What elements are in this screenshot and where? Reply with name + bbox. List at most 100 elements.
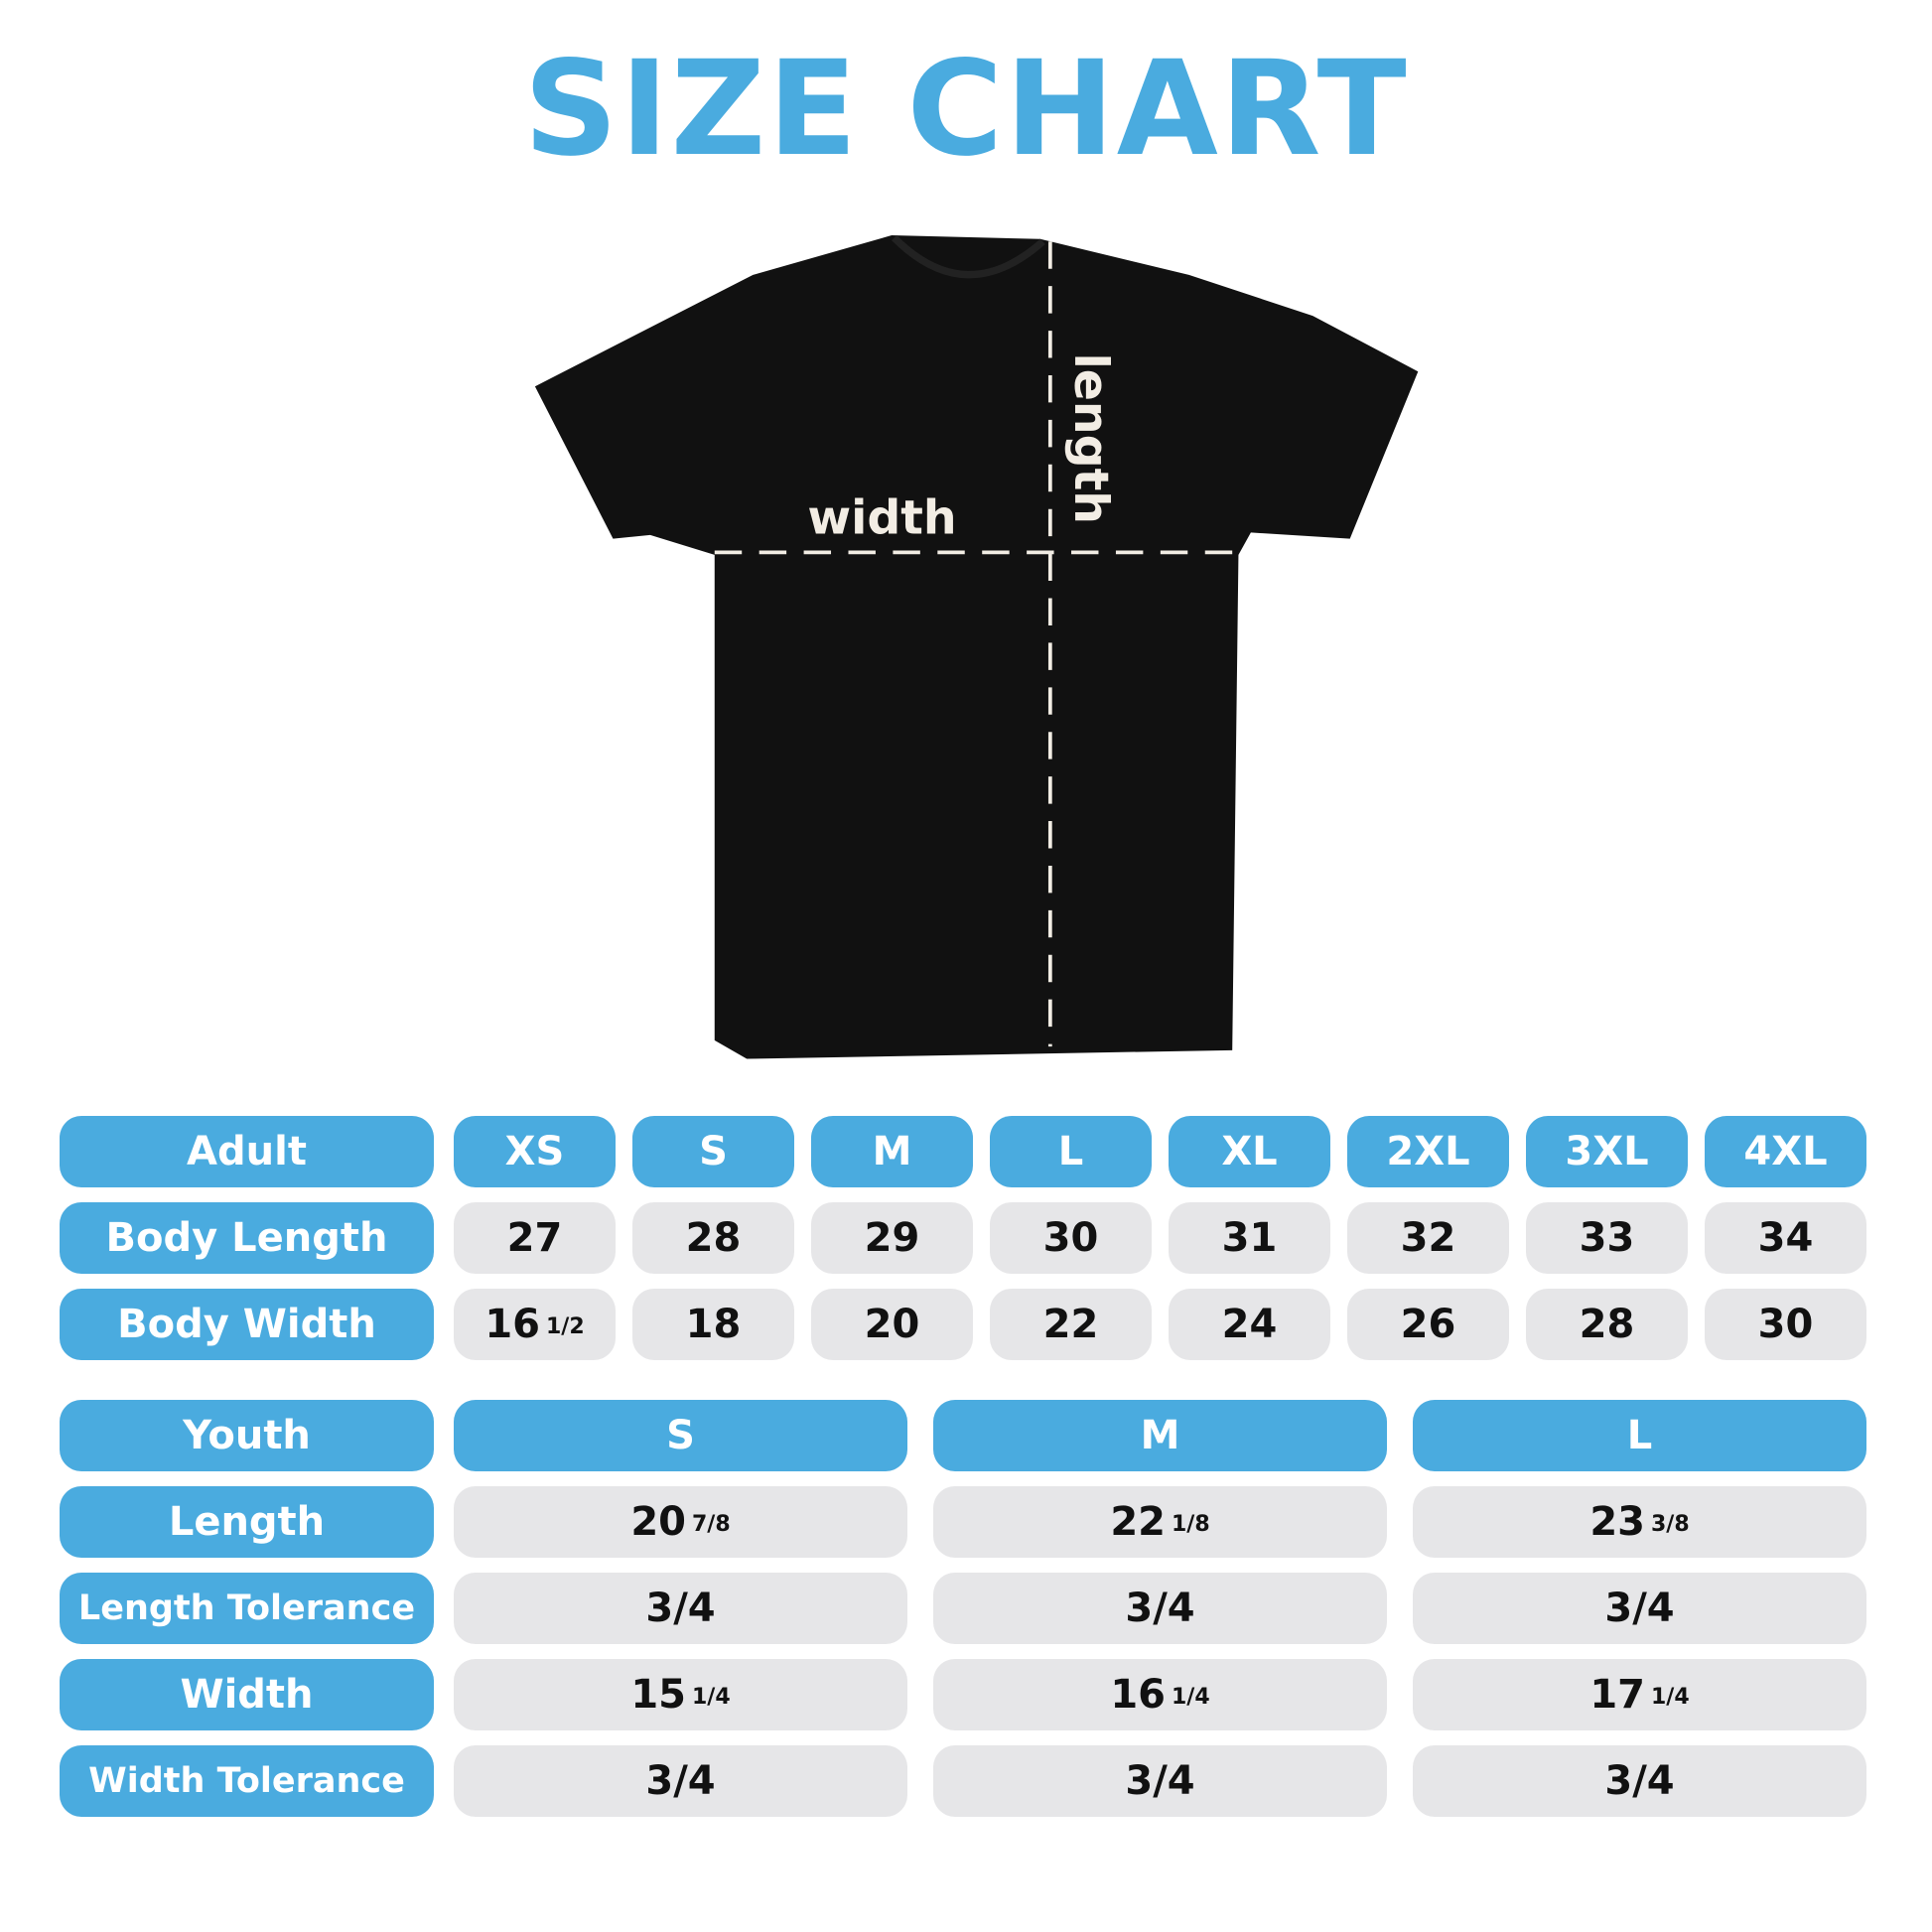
adult-value: 27 — [454, 1202, 616, 1274]
youth-value-fraction: 1/4 — [692, 1684, 731, 1710]
adult-value-fraction: 1/2 — [546, 1313, 585, 1339]
row-label: Length Tolerance — [60, 1573, 434, 1644]
adult-size-xs-text: XS — [504, 1129, 565, 1174]
youth-size-s: S — [454, 1400, 907, 1471]
adult-size-xl: XL — [1169, 1116, 1330, 1187]
row-label-text: Width — [180, 1672, 314, 1718]
row-label-text: Length — [168, 1499, 326, 1545]
adult-value: 16 1/2 — [454, 1289, 616, 1360]
adult-value-text: 26 — [1400, 1302, 1456, 1347]
adult-size-xl-text: XL — [1221, 1129, 1278, 1174]
adult-value-text: 24 — [1221, 1302, 1278, 1347]
adult-header: Adult — [60, 1116, 434, 1187]
youth-value-text: 23 — [1589, 1499, 1645, 1545]
adult-value-text: 33 — [1579, 1215, 1635, 1261]
youth-value-text: 3/4 — [1604, 1758, 1675, 1804]
youth-value-fraction: 3/8 — [1651, 1511, 1690, 1537]
youth-value-fraction: 7/8 — [692, 1511, 731, 1537]
adult-value: 29 — [811, 1202, 973, 1274]
youth-value: 3/4 — [933, 1745, 1387, 1817]
adult-value-text: 27 — [506, 1215, 563, 1261]
tshirt-collar — [892, 234, 1045, 279]
youth-header: Youth — [60, 1400, 434, 1471]
adult-size-l-text: L — [1057, 1129, 1084, 1174]
adult-value: 22 — [990, 1289, 1152, 1360]
adult-value: 30 — [990, 1202, 1152, 1274]
adult-value-text: 16 — [484, 1302, 540, 1347]
adult-value-text: 31 — [1221, 1215, 1278, 1261]
youth-value-fraction: 1/8 — [1172, 1511, 1210, 1537]
youth-size-l-text: L — [1626, 1413, 1653, 1458]
adult-size-4xl: 4XL — [1705, 1116, 1866, 1187]
youth-value-text: 16 — [1110, 1672, 1166, 1718]
youth-value-text: 3/4 — [1125, 1758, 1195, 1804]
youth-value: 23 3/8 — [1413, 1486, 1866, 1558]
row-label: Body Length — [60, 1202, 434, 1274]
row-label: Length — [60, 1486, 434, 1558]
youth-value-text: 15 — [630, 1672, 686, 1718]
adult-size-m: M — [811, 1116, 973, 1187]
youth-value-text: 17 — [1589, 1672, 1645, 1718]
youth-value-text: 3/4 — [645, 1586, 716, 1631]
adult-size-s-text: S — [699, 1129, 728, 1174]
youth-value-text: 3/4 — [645, 1758, 716, 1804]
adult-size-m-text: M — [872, 1129, 912, 1174]
adult-value-text: 30 — [1757, 1302, 1814, 1347]
adult-value: 26 — [1347, 1289, 1509, 1360]
youth-value: 3/4 — [454, 1745, 907, 1817]
adult-value-text: 18 — [685, 1302, 742, 1347]
adult-value-text: 29 — [864, 1215, 920, 1261]
tshirt-shape — [534, 235, 1419, 1059]
adult-header-text: Adult — [187, 1129, 307, 1174]
adult-value-text: 30 — [1042, 1215, 1099, 1261]
width-label: width — [807, 491, 956, 546]
youth-header-text: Youth — [183, 1413, 311, 1458]
adult-value: 33 — [1526, 1202, 1688, 1274]
youth-value: 17 1/4 — [1413, 1659, 1866, 1730]
adult-size-l: L — [990, 1116, 1152, 1187]
youth-value: 16 1/4 — [933, 1659, 1387, 1730]
adult-value: 20 — [811, 1289, 973, 1360]
adult-size-3xl: 3XL — [1526, 1116, 1688, 1187]
adult-size-xs: XS — [454, 1116, 616, 1187]
adult-value-text: 28 — [1579, 1302, 1635, 1347]
adult-value: 28 — [1526, 1289, 1688, 1360]
adult-size-s: S — [632, 1116, 794, 1187]
youth-size-l: L — [1413, 1400, 1866, 1471]
youth-value-text: 3/4 — [1604, 1586, 1675, 1631]
adult-value: 30 — [1705, 1289, 1866, 1360]
youth-value: 20 7/8 — [454, 1486, 907, 1558]
adult-value: 34 — [1705, 1202, 1866, 1274]
youth-value-text: 3/4 — [1125, 1586, 1195, 1631]
youth-value: 3/4 — [1413, 1745, 1866, 1817]
youth-value-fraction: 1/4 — [1651, 1684, 1690, 1710]
row-label: Width Tolerance — [60, 1745, 434, 1817]
page-title: SIZE CHART — [523, 33, 1409, 186]
adult-value-text: 22 — [1042, 1302, 1099, 1347]
youth-value: 15 1/4 — [454, 1659, 907, 1730]
row-label: Body Width — [60, 1289, 434, 1360]
adult-value: 28 — [632, 1202, 794, 1274]
adult-value: 31 — [1169, 1202, 1330, 1274]
youth-value: 3/4 — [454, 1573, 907, 1644]
youth-value-text: 20 — [630, 1499, 686, 1545]
adult-value: 32 — [1347, 1202, 1509, 1274]
youth-value-text: 22 — [1110, 1499, 1166, 1545]
adult-size-4xl-text: 4XL — [1743, 1129, 1828, 1174]
row-label-text: Width Tolerance — [88, 1761, 405, 1801]
row-label-text: Body Length — [105, 1215, 388, 1261]
adult-value: 18 — [632, 1289, 794, 1360]
adult-size-2xl-text: 2XL — [1386, 1129, 1470, 1174]
length-label: length — [1063, 353, 1118, 524]
row-label-text: Length Tolerance — [77, 1588, 416, 1628]
row-label-text: Body Width — [117, 1302, 376, 1347]
youth-size-s-text: S — [666, 1413, 695, 1458]
adult-value: 24 — [1169, 1289, 1330, 1360]
adult-value-text: 28 — [685, 1215, 742, 1261]
youth-size-m: M — [933, 1400, 1387, 1471]
youth-size-m-text: M — [1140, 1413, 1180, 1458]
adult-value-text: 32 — [1400, 1215, 1456, 1261]
adult-size-3xl-text: 3XL — [1565, 1129, 1649, 1174]
youth-value-fraction: 1/4 — [1172, 1684, 1210, 1710]
